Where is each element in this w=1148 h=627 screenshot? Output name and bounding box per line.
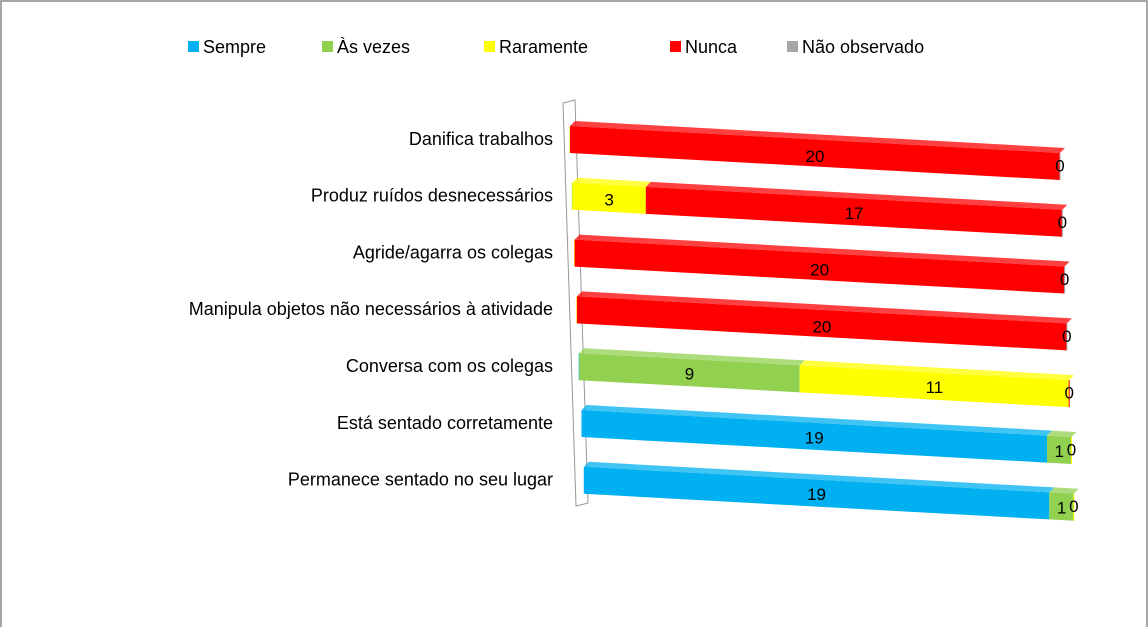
category-label: Conversa com os colegas — [346, 356, 553, 376]
bar-top — [576, 291, 1072, 324]
bar-top — [579, 348, 805, 366]
bar-top — [570, 121, 1065, 153]
data-label: 20 — [812, 317, 831, 336]
category-label: Permanece sentado no seu lugar — [288, 470, 553, 490]
data-label: 0 — [1055, 156, 1064, 175]
legend-label: Às vezes — [337, 37, 410, 57]
data-label: 0 — [1062, 327, 1071, 346]
bar-top — [574, 234, 1070, 267]
category-label: Agride/agarra os colegas — [353, 242, 553, 262]
data-label: 20 — [806, 147, 825, 166]
bar — [1047, 435, 1072, 464]
category-label: Está sentado corretamente — [337, 413, 553, 433]
data-label: 0 — [1064, 384, 1073, 403]
category-label: Danifica trabalhos — [409, 129, 553, 149]
data-label: 17 — [845, 204, 864, 223]
bar-top — [581, 405, 1052, 436]
bar-top — [799, 360, 1075, 381]
category-label: Manipula objetos não necessários à ativi… — [189, 299, 553, 319]
data-label: 0 — [1060, 270, 1069, 289]
bar — [583, 466, 1050, 520]
bar-top — [1047, 430, 1077, 437]
legend-swatch — [322, 41, 333, 52]
legend-swatch — [188, 41, 199, 52]
data-label: 19 — [805, 428, 824, 447]
legend-swatch — [670, 41, 681, 52]
data-label: 9 — [685, 365, 694, 384]
bar — [1049, 492, 1074, 521]
legend-swatch — [484, 41, 495, 52]
bar-top — [645, 181, 1068, 210]
data-label: 1 — [1057, 499, 1066, 518]
bar — [799, 365, 1070, 408]
data-label: 1 — [1055, 442, 1064, 461]
bar-top — [1049, 487, 1079, 494]
bar — [576, 296, 1067, 351]
legend-label: Não observado — [802, 37, 924, 57]
bar — [574, 239, 1065, 294]
data-label: 19 — [807, 485, 826, 504]
data-label: 20 — [810, 261, 829, 280]
bar-top — [583, 461, 1055, 493]
data-label: 0 — [1058, 213, 1067, 232]
axis-wall — [562, 99, 589, 507]
bar — [579, 353, 800, 393]
data-label: 0 — [1067, 440, 1076, 459]
bar — [645, 186, 1063, 237]
bar — [570, 126, 1060, 180]
legend-label: Sempre — [203, 37, 266, 57]
bar — [581, 410, 1047, 463]
legend-swatch — [787, 41, 798, 52]
bar-top — [572, 177, 651, 187]
data-label: 3 — [604, 190, 613, 209]
legend-label: Nunca — [685, 37, 738, 57]
data-label: 11 — [926, 378, 944, 397]
data-label: 0 — [1069, 497, 1078, 516]
bar — [572, 182, 646, 214]
legend-label: Raramente — [499, 37, 588, 57]
category-label: Produz ruídos desnecessários — [311, 186, 553, 206]
